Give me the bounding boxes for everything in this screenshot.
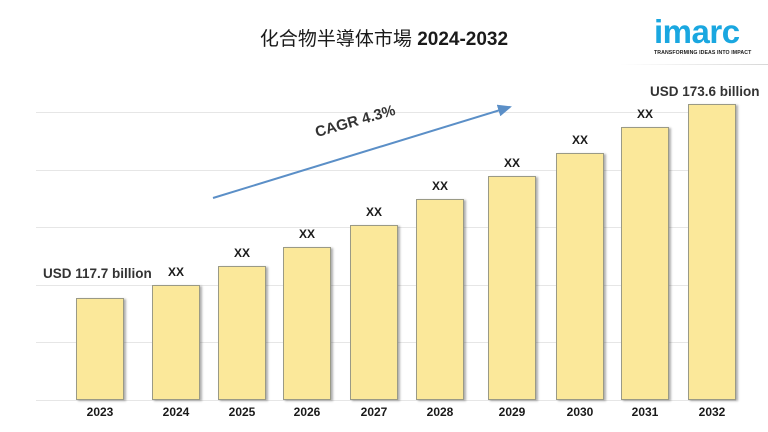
chart-title-years: 2024-2032 (417, 29, 509, 50)
imarc-logo: imarc TRANSFORMING IDEAS INTO IMPACT (652, 12, 764, 62)
x-axis-label: 2027 (360, 405, 388, 419)
value-label: XX (503, 156, 520, 170)
x-axis-label: 2024 (162, 405, 190, 419)
logo-tagline: TRANSFORMING IDEAS INTO IMPACT (654, 50, 752, 56)
bar-2031 (621, 127, 669, 400)
start-value-label: USD 117.7 billion (43, 266, 152, 281)
bar-2025 (218, 266, 266, 400)
bar-2023 (76, 298, 124, 400)
x-axis-label: 2032 (698, 405, 726, 419)
logo-divider (620, 64, 768, 65)
bar-2027 (350, 225, 398, 400)
cagr-label: CAGR 4.3% (313, 101, 398, 141)
bar-2026 (283, 247, 331, 400)
x-axis-label: 2029 (498, 405, 526, 419)
end-value-label: USD 173.6 billion (650, 84, 760, 99)
bar-2024 (152, 285, 200, 400)
bar-2028 (416, 199, 464, 400)
x-axis-label: 2028 (426, 405, 454, 419)
chart-title-text: 化合物半導体市場 (259, 28, 412, 50)
value-label: XX (298, 227, 315, 241)
logo-wordmark: imarc (654, 13, 740, 50)
x-axis-label: 2025 (228, 405, 256, 419)
x-axis-label: 2031 (631, 405, 659, 419)
bar-2029 (488, 176, 536, 400)
bar-2032 (688, 104, 736, 400)
x-axis-label: 2023 (86, 405, 114, 419)
value-label: XX (233, 246, 250, 260)
value-label: XX (167, 265, 184, 279)
chart-title: 化合物半導体市場 2024-2032 (0, 24, 768, 51)
x-axis-label: 2030 (566, 405, 594, 419)
bar-2030 (556, 153, 604, 400)
value-label: XX (365, 205, 382, 219)
value-label: XX (571, 133, 588, 147)
value-label: XX (431, 179, 448, 193)
baseline (36, 400, 736, 401)
x-axis-label: 2026 (293, 405, 321, 419)
value-label: XX (636, 107, 653, 121)
